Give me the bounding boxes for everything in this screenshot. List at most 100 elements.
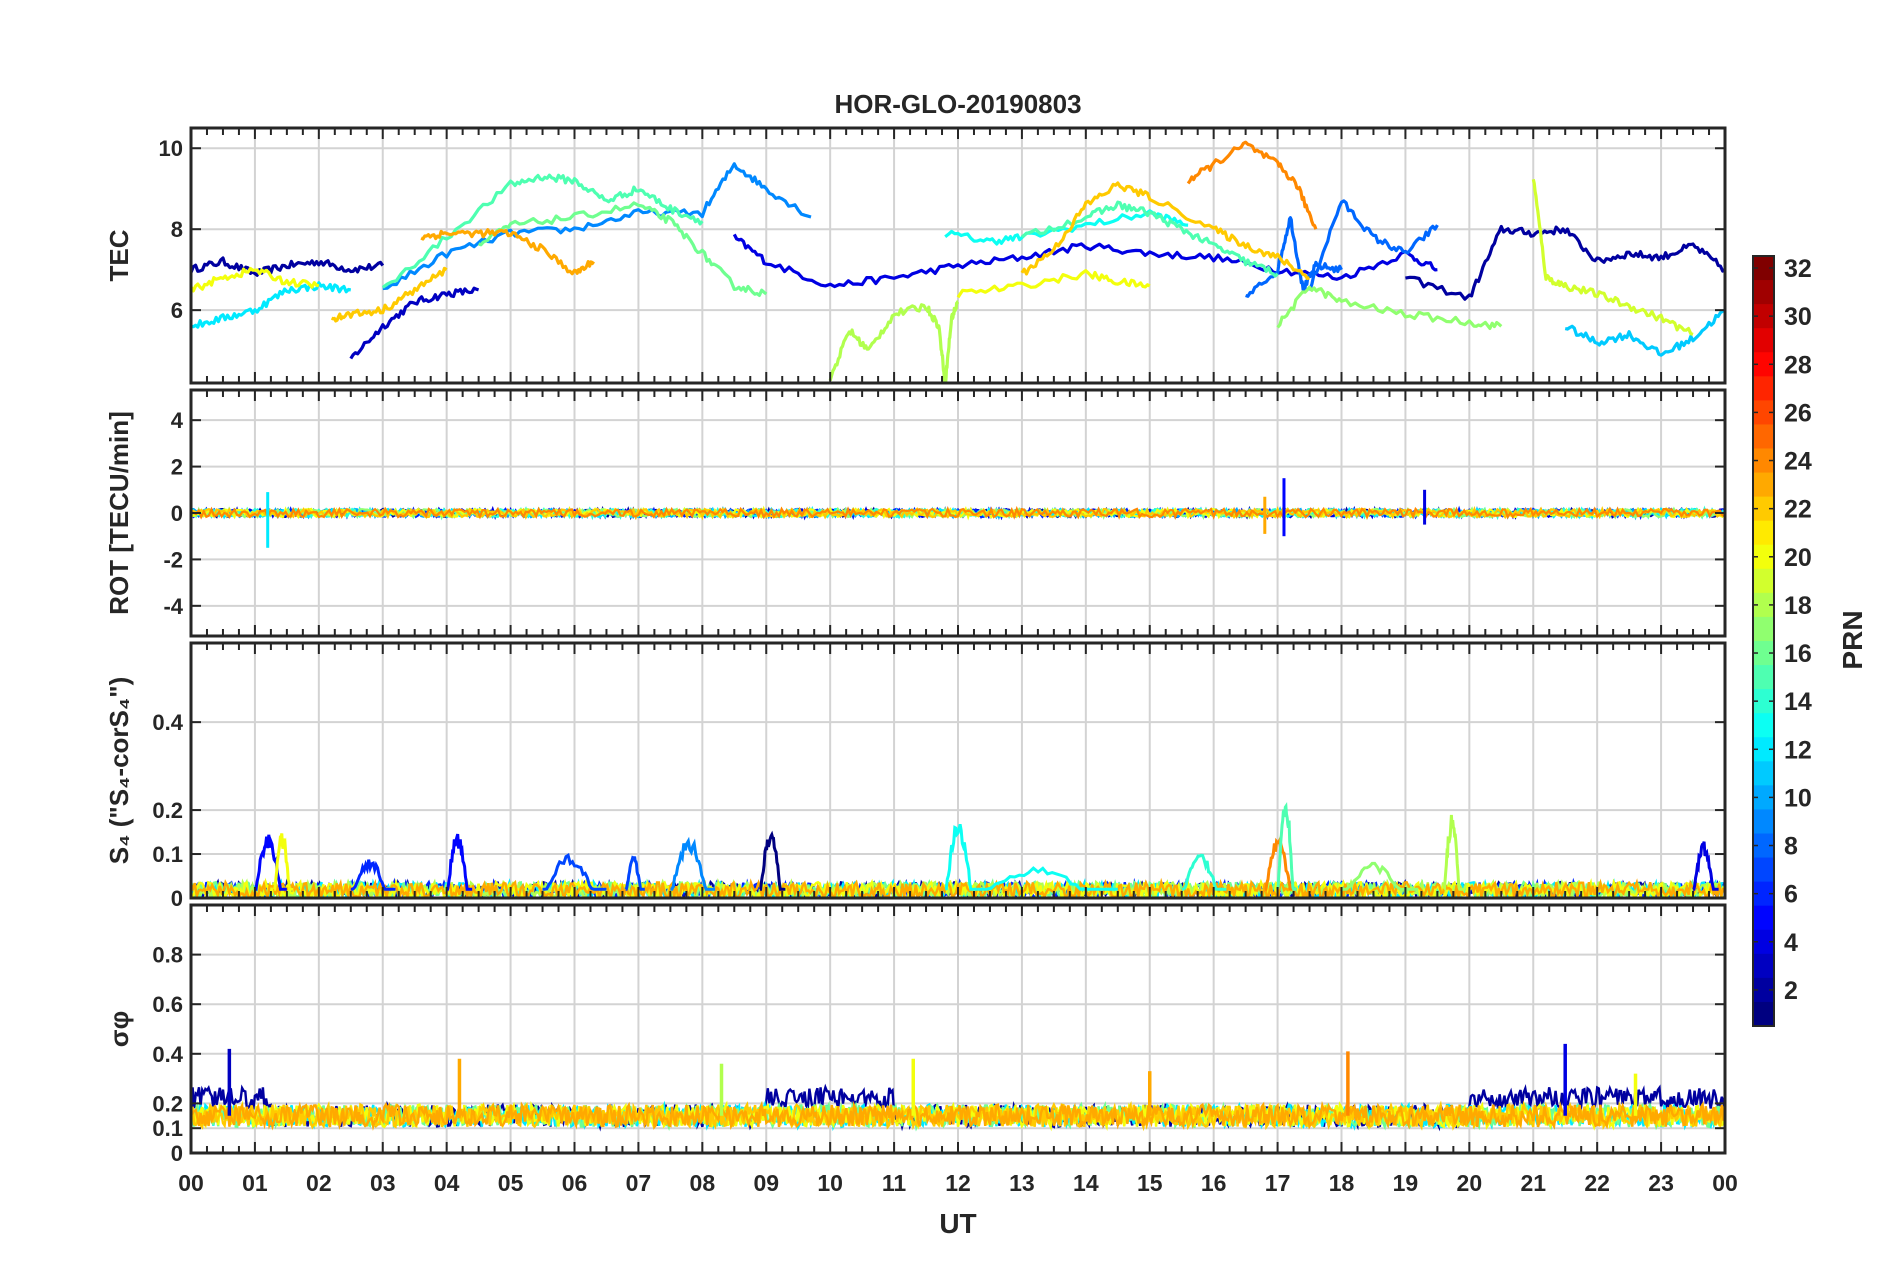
panel-rot: -4 -2 0 2 4 ROT [TECU/min] (104, 388, 1727, 638)
x-tick-label: 17 (1265, 1170, 1291, 1196)
colorbar-segment (1753, 785, 1774, 810)
colorbar-tick-label: 28 (1784, 351, 1812, 379)
grid-tec (190, 128, 1726, 383)
colorbar-segment (1753, 376, 1774, 401)
y-tick-label: 0.4 (152, 710, 183, 735)
tec-series-prn-15-12 (1020, 200, 1279, 278)
x-tick-label: 14 (1073, 1170, 1099, 1196)
s4-burst-prn-14 (1181, 853, 1227, 891)
x-ticks-sigma_phi (190, 905, 1726, 1153)
s4-burst-prn-7 (624, 855, 645, 891)
y-tick-label: 0 (171, 1141, 183, 1166)
s4-burst-prn-15 (1276, 801, 1297, 891)
y-tick-label: 8 (171, 217, 183, 242)
x-tick-label: 06 (562, 1170, 588, 1196)
tec-series-prn-8-5 (1308, 199, 1439, 291)
colorbar-segment (1753, 809, 1774, 834)
colorbar-segment (1753, 665, 1774, 690)
x-tick-label: 00 (1712, 1170, 1738, 1196)
x-tick-label: 10 (817, 1170, 843, 1196)
y-ticks-rot: -4 -2 0 2 4 (163, 408, 1725, 619)
colorbar-segment (1753, 616, 1774, 642)
x-tick-label: 15 (1137, 1170, 1163, 1196)
x-tick-label: 22 (1584, 1170, 1610, 1196)
colorbar-tick-label: 16 (1784, 640, 1812, 668)
colorbar-tick-label: 30 (1784, 303, 1812, 331)
panel-tec: 6 8 10 TEC (104, 126, 1727, 385)
x-tick-label: 02 (306, 1170, 332, 1196)
colorbar-segment (1753, 977, 1774, 1003)
x-tick-label: 21 (1520, 1170, 1546, 1196)
x-ticks-rot (190, 390, 1726, 636)
rot-series-prn-24 (191, 505, 1725, 520)
x-tick-label: 18 (1329, 1170, 1355, 1196)
y-axis-label-sigma_phi: σφ (104, 1011, 134, 1047)
colorbar-segment (1753, 713, 1774, 738)
y-tick-label: 0.2 (152, 1091, 183, 1116)
tec-series-prn-23-19 (420, 228, 595, 276)
y-axis-label-tec: TEC (104, 229, 134, 281)
tec-series-prn-17-13 (1276, 285, 1503, 330)
x-tick-label: 12 (945, 1170, 971, 1196)
colorbar-tick-label: 4 (1784, 929, 1798, 957)
s4-burst-prn-18 (1442, 814, 1463, 891)
s4-burst-prn-5 (446, 833, 473, 891)
x-tick-label: 11 (882, 1170, 907, 1196)
tec-series-prn-2-0 (191, 256, 385, 277)
colorbar-tick-label: 8 (1784, 833, 1798, 861)
colorbar-segment (1753, 280, 1774, 305)
s4-burst-prn-4 (1692, 841, 1719, 891)
colorbar-segment (1753, 641, 1774, 666)
colorbar-segment (1753, 953, 1774, 979)
colorbar-segment (1753, 544, 1774, 570)
tec-series-prn-11-9 (1564, 308, 1725, 357)
y-tick-label: 2 (171, 455, 183, 480)
colorbar-segment (1753, 761, 1774, 786)
tec-series-prn-24-20 (1186, 140, 1318, 230)
tec-series-prn-15-10 (381, 173, 704, 289)
sigma-series-prn-22 (191, 1100, 1725, 1132)
colorbar-tick-label: 14 (1784, 688, 1812, 716)
s4-burst-prn-7 (542, 852, 607, 891)
x-tick-labels: 00 01 02 03 04 05 06 07 08 09 10 11 12 13 14 15 16 17 18 19… (178, 1170, 1738, 1196)
tec-series-prn-19-15 (1531, 178, 1694, 336)
colorbar-segment (1753, 472, 1774, 498)
colorbar-segment (1753, 1001, 1774, 1027)
colorbar-segment (1753, 689, 1774, 714)
s4-burst-prn-9 (670, 836, 716, 891)
y-ticks-tec: 6 8 10 (159, 136, 1725, 323)
x-tick-label: 09 (753, 1170, 779, 1196)
tec-series-prn-20-17 (956, 269, 1151, 299)
colorbar-tick-label: 24 (1784, 448, 1812, 476)
tec-series-prn-9-6 (382, 162, 812, 291)
colorbar-segment (1753, 448, 1774, 474)
tec-series-prn-2-3 (1405, 224, 1725, 301)
tec-series-prn-20-16 (191, 266, 320, 293)
x-tick-label: 23 (1648, 1170, 1674, 1196)
x-tick-label: 08 (690, 1170, 716, 1196)
y-tick-label: 0 (171, 886, 183, 911)
panel-s4: 0 0.1 0.2 0.4 S₄ ("S₄-corS₄") (104, 641, 1727, 911)
x-tick-label: 19 (1393, 1170, 1419, 1196)
x-tick-label: 07 (626, 1170, 652, 1196)
colorbar-tick-label: 22 (1784, 496, 1812, 524)
y-tick-label: 0 (171, 501, 183, 526)
colorbar-tick-label: 2 (1784, 977, 1798, 1005)
colorbar-segment (1753, 857, 1774, 883)
y-tick-label: -4 (163, 594, 183, 619)
tec-series-prn-22-21 (330, 266, 448, 323)
s4-burst-prn-6 (350, 859, 396, 891)
tec-series-prn-12-7 (191, 281, 352, 329)
colorbar-tick-label: 26 (1784, 399, 1812, 427)
colorbar-segment (1753, 568, 1774, 594)
y-tick-label: 6 (171, 298, 183, 323)
x-tick-label: 03 (370, 1170, 396, 1196)
colorbar-segment (1753, 424, 1774, 449)
colorbar-tick-label: 32 (1784, 255, 1812, 283)
y-tick-label: 0.2 (152, 798, 183, 823)
colorbar-label: PRN (1837, 610, 1868, 669)
x-tick-label: 04 (434, 1170, 460, 1196)
chart-title: HOR-GLO-20190803 (834, 89, 1081, 119)
